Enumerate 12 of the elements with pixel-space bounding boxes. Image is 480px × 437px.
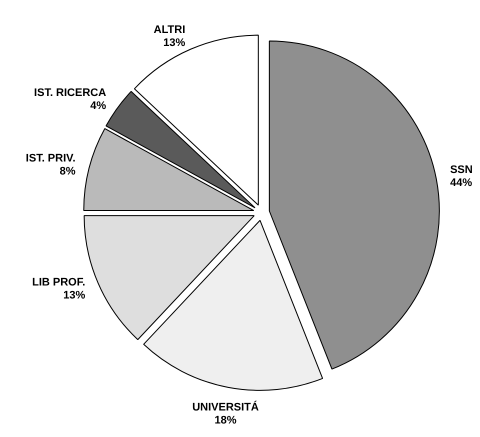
slice-label: LIB PROF. [32, 276, 86, 288]
data-label: 13% [63, 289, 86, 302]
data-label: 8% [60, 165, 76, 178]
data-label: 4% [90, 100, 106, 112]
data-label: 18% [214, 414, 237, 427]
slice-label: SSN [450, 164, 473, 176]
data-label: 44% [450, 177, 472, 190]
slice-label: IST. RICERCA [34, 87, 106, 100]
slice-label: ALTRI [154, 24, 186, 36]
slice-label: UNIVERSITÁ [192, 400, 259, 414]
data-label: 13% [163, 36, 186, 49]
slice-label: IST. PRIV. [26, 152, 76, 164]
